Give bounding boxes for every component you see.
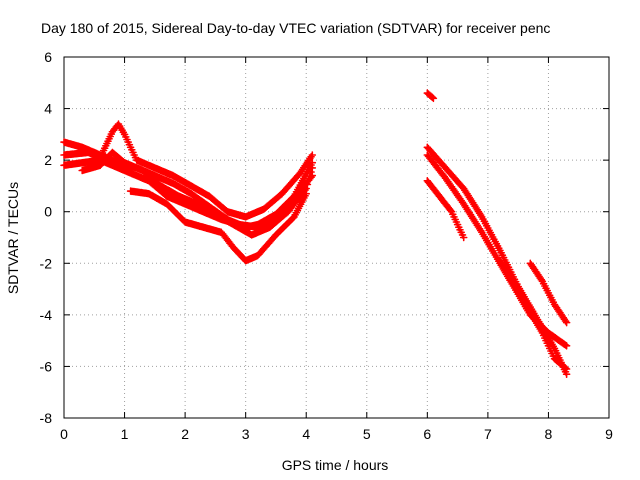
x-tick-label: 4 (302, 426, 310, 442)
y-axis-label: SDTVAR / TECUs (5, 182, 21, 294)
x-tick-label: 9 (605, 426, 613, 442)
x-tick-label: 8 (545, 426, 553, 442)
point-markers (526, 259, 571, 327)
x-axis-label: GPS time / hours (282, 457, 389, 473)
y-tick-label: 2 (44, 152, 52, 168)
series-track-9 (423, 177, 468, 242)
y-tick-label: -4 (40, 307, 53, 323)
x-tick-label: 7 (484, 426, 492, 442)
tick-labels: 0 1 2 3 4 5 6 7 8 9 -8 -6 -4 -2 0 2 4 6 (40, 49, 614, 442)
series-track-2 (60, 120, 317, 221)
y-tick-label: 0 (44, 204, 52, 220)
series-track-4 (78, 148, 317, 239)
x-tick-label: 6 (423, 426, 431, 442)
x-tick-label: 0 (60, 426, 68, 442)
x-tick-label: 3 (242, 426, 250, 442)
point-markers (126, 187, 310, 265)
point-markers (78, 148, 317, 239)
series-track-10 (496, 256, 571, 373)
axis-ticks (63, 56, 610, 419)
x-tick-label: 5 (363, 426, 371, 442)
y-tick-label: -2 (40, 255, 53, 271)
y-tick-label: -6 (40, 358, 53, 374)
plot-frame (63, 56, 610, 419)
point-markers (60, 120, 317, 221)
x-tick-label: 2 (181, 426, 189, 442)
data-series (60, 89, 571, 378)
series-track-5 (126, 187, 310, 265)
chart-title: Day 180 of 2015, Sidereal Day-to-day VTE… (41, 20, 550, 36)
y-tick-label: 6 (44, 49, 52, 65)
grid (64, 57, 609, 418)
x-tick-label: 1 (121, 426, 129, 442)
series-track-11 (526, 259, 571, 327)
series-track-6 (423, 89, 438, 103)
point-markers (496, 256, 571, 373)
point-markers (423, 177, 468, 242)
y-tick-label: -8 (40, 410, 53, 426)
point-markers (423, 89, 438, 103)
y-tick-label: 4 (44, 101, 52, 117)
